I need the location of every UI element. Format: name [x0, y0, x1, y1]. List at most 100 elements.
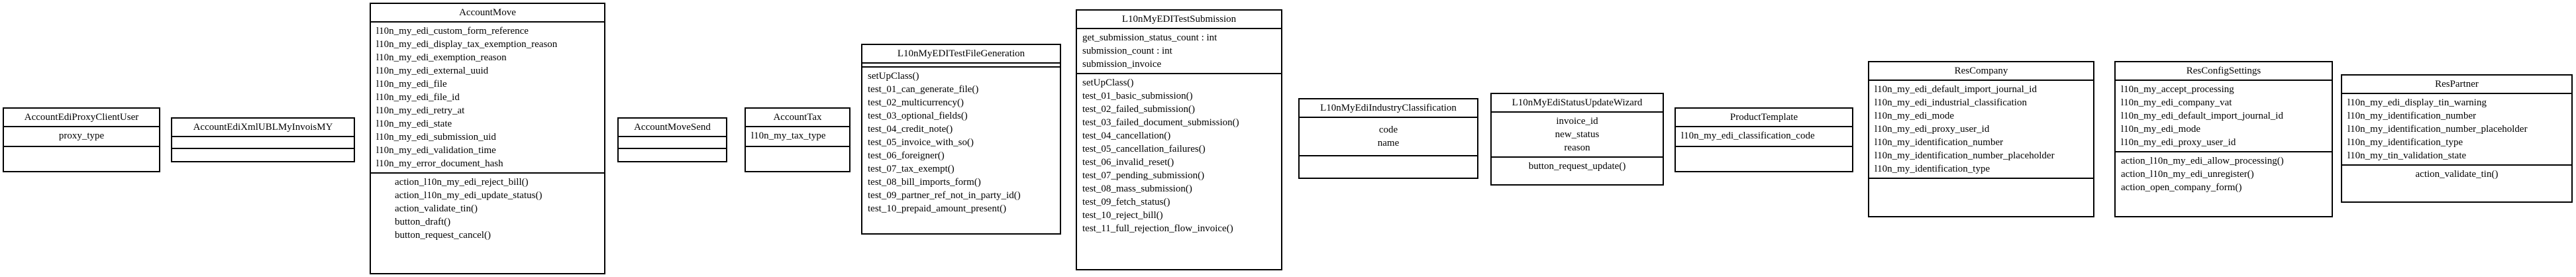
- attribute: l10n_my_edi_industrial_classification: [1875, 97, 2027, 108]
- class-name: ResCompany: [1869, 62, 2093, 81]
- class-l10n-my-edi-status-update-wizard: L10nMyEdiStatusUpdateWizard invoice_id n…: [1490, 93, 1664, 186]
- method: test_02_multicurrency(): [868, 97, 964, 108]
- class-name: ResPartner: [2342, 76, 2571, 94]
- class-methods: action_l10n_my_edi_allow_processing() ac…: [2116, 152, 2332, 196]
- class-name: ProductTemplate: [1676, 109, 1852, 127]
- class-attributes: proxy_type: [4, 127, 159, 147]
- method: test_01_can_generate_file(): [868, 84, 979, 95]
- attribute: l10n_my_edi_mode: [1875, 111, 1954, 121]
- attribute: get_submission_status_count : int: [1082, 32, 1217, 43]
- class-methods: [619, 149, 726, 153]
- attribute: l10n_my_edi_company_vat: [2121, 97, 2232, 108]
- attribute: l10n_my_tax_type: [751, 131, 826, 141]
- class-name: L10nMyEdiStatusUpdateWizard: [1492, 94, 1663, 113]
- method: test_07_pending_submission(): [1082, 170, 1205, 181]
- method: setUpClass(): [1082, 78, 1134, 88]
- class-attributes: l10n_my_edi_default_import_journal_id l1…: [1869, 81, 2093, 179]
- attribute: l10n_my_edi_retry_at: [376, 105, 465, 116]
- method: test_04_cancellation(): [1082, 131, 1171, 141]
- attribute: l10n_my_edi_validation_time: [376, 145, 496, 156]
- attribute: l10n_my_edi_display_tin_warning: [2347, 97, 2487, 108]
- class-attributes: [862, 64, 1060, 68]
- class-account-move: AccountMove l10n_my_edi_custom_form_refe…: [370, 3, 605, 274]
- attribute: reason: [1564, 142, 1590, 153]
- method: test_07_tax_exempt(): [868, 164, 954, 174]
- method: setUpClass(): [868, 71, 919, 82]
- attribute: l10n_my_edi_display_tax_exemption_reason: [376, 39, 558, 50]
- class-name: ResConfigSettings: [2116, 62, 2332, 81]
- method: test_04_credit_note(): [868, 124, 953, 135]
- attribute: l10n_my_accept_processing: [2121, 84, 2234, 95]
- class-methods: [1869, 179, 2093, 183]
- attribute: l10n_my_identification_type: [1875, 164, 1990, 174]
- method: action_open_company_form(): [2121, 182, 2242, 193]
- method: button_draft(): [395, 217, 451, 227]
- method: test_10_prepaid_amount_present(): [868, 203, 1007, 214]
- attribute: submission_count : int: [1082, 46, 1172, 56]
- class-account-edi-xml-ubl-my-invois-my: AccountEdiXmlUBLMyInvoisMY: [171, 117, 355, 162]
- method: test_03_optional_fields(): [868, 111, 968, 121]
- attribute: code: [1378, 125, 1398, 135]
- attribute: l10n_my_edi_file_id: [376, 92, 460, 103]
- class-methods: setUpClass() test_01_basic_submission() …: [1077, 74, 1281, 237]
- class-attributes: l10n_my_edi_classification_code: [1676, 127, 1852, 147]
- class-attributes: get_submission_status_count : int submis…: [1077, 29, 1281, 74]
- class-methods: [1676, 147, 1852, 151]
- class-account-move-send: AccountMoveSend: [617, 117, 727, 162]
- class-res-config-settings: ResConfigSettings l10n_my_accept_process…: [2114, 61, 2333, 217]
- class-l10n-my-edi-test-submission: L10nMyEDITestSubmission get_submission_s…: [1076, 9, 1282, 270]
- class-methods: setUpClass() test_01_can_generate_file()…: [862, 68, 1060, 217]
- class-attributes: l10n_my_edi_display_tin_warning l10n_my_…: [2342, 94, 2571, 166]
- method: test_05_invoice_with_so(): [868, 137, 974, 148]
- attribute: proxy_type: [58, 131, 105, 141]
- attribute: l10n_my_edi_proxy_user_id: [2121, 137, 2236, 148]
- attribute: submission_invoice: [1082, 59, 1162, 70]
- class-name: L10nMyEdiIndustryClassification: [1300, 99, 1477, 118]
- attribute: new_status: [1555, 129, 1600, 140]
- method: button_request_cancel(): [395, 230, 491, 241]
- attribute: l10n_my_error_document_hash: [376, 158, 503, 169]
- class-attributes: [619, 137, 726, 149]
- class-methods: [172, 149, 354, 153]
- class-account-tax: AccountTax l10n_my_tax_type: [745, 107, 850, 172]
- attribute: l10n_my_identification_number: [2347, 111, 2477, 121]
- attribute: l10n_my_edi_external_uuid: [376, 66, 489, 76]
- method: test_06_foreigner(): [868, 150, 945, 161]
- class-attributes: l10n_my_edi_custom_form_reference l10n_m…: [371, 23, 604, 174]
- method: test_06_invalid_reset(): [1082, 157, 1174, 168]
- attribute: l10n_my_edi_mode: [2121, 124, 2200, 135]
- method: test_08_mass_submission(): [1082, 184, 1192, 194]
- method: action_validate_tin(): [395, 203, 478, 214]
- class-name: AccountMoveSend: [619, 119, 726, 137]
- attribute: l10n_my_edi_default_import_journal_id: [1875, 84, 2037, 95]
- method: test_09_partner_ref_not_in_party_id(): [868, 190, 1021, 201]
- class-methods: [4, 147, 159, 151]
- class-name: AccountEdiXmlUBLMyInvoisMY: [172, 119, 354, 137]
- method: test_03_failed_document_submission(): [1082, 117, 1239, 128]
- class-l10n-my-edi-industry-classification: L10nMyEdiIndustryClassification code nam…: [1298, 98, 1478, 179]
- class-name: AccountEdiProxyClientUser: [4, 109, 159, 127]
- attribute: l10n_my_identification_number: [1875, 137, 2004, 148]
- class-attributes: code name: [1300, 118, 1477, 156]
- method: test_11_full_rejection_flow_invoice(): [1082, 223, 1233, 234]
- method: button_request_update(): [1528, 161, 1626, 172]
- class-name: L10nMyEDITestFileGeneration: [862, 45, 1060, 64]
- class-methods: [746, 147, 849, 151]
- attribute: name: [1377, 138, 1400, 148]
- attribute: l10n_my_identification_number_placeholde…: [1875, 150, 2055, 161]
- method: test_02_failed_submission(): [1082, 104, 1195, 115]
- class-attributes: invoice_id new_status reason: [1492, 113, 1663, 158]
- method: test_10_reject_bill(): [1082, 210, 1163, 221]
- class-res-partner: ResPartner l10n_my_edi_display_tin_warni…: [2341, 74, 2573, 203]
- class-product-template: ProductTemplate l10n_my_edi_classificati…: [1674, 107, 1853, 172]
- class-attributes: l10n_my_accept_processing l10n_my_edi_co…: [2116, 81, 2332, 152]
- method: action_validate_tin(): [2415, 169, 2499, 180]
- attribute: l10n_my_edi_classification_code: [1681, 131, 1815, 141]
- attribute: l10n_my_tin_validation_state: [2347, 150, 2467, 161]
- class-res-company: ResCompany l10n_my_edi_default_import_jo…: [1868, 61, 2094, 217]
- class-account-edi-proxy-client-user: AccountEdiProxyClientUser proxy_type: [3, 107, 160, 172]
- attribute: l10n_my_identification_type: [2347, 137, 2463, 148]
- attribute: l10n_my_edi_state: [376, 119, 452, 129]
- method: test_01_basic_submission(): [1082, 91, 1193, 101]
